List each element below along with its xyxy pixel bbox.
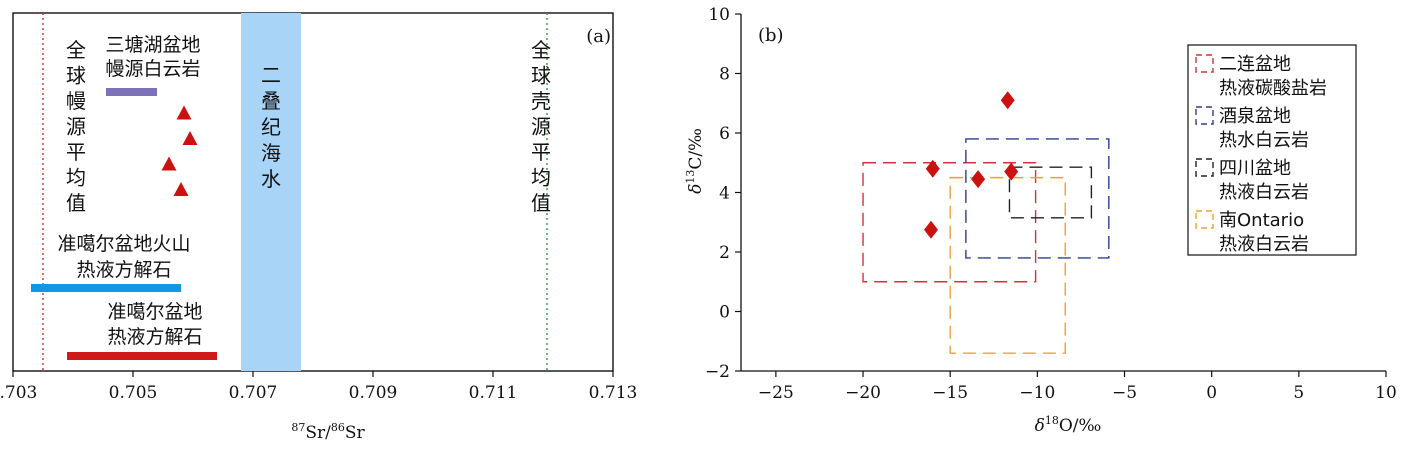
legend-label-line2: 热水白云岩 — [1219, 130, 1309, 151]
panel-a-frame — [12, 12, 614, 372]
range-bar — [31, 284, 181, 292]
diamond-point — [1000, 91, 1015, 110]
legend-swatch — [1195, 210, 1214, 229]
seawater-label-char: 叠 — [261, 89, 281, 113]
y-tick-label-b: 4 — [719, 184, 730, 204]
range-bar — [106, 88, 157, 96]
x-tick-label-a: 0.707 — [229, 383, 278, 403]
diamond-point — [1004, 162, 1019, 181]
y-tick-label-b: 8 — [719, 65, 730, 85]
panel-b-label: (b) — [758, 25, 784, 46]
x-tick-label-a: 0.713 — [589, 383, 638, 403]
y-tick-label-b: 10 — [708, 5, 730, 25]
crust-label-char: 全 — [531, 38, 551, 62]
seawater-band-rect — [241, 13, 301, 371]
x-tick-label-a: 0.703 — [0, 383, 37, 403]
crust-label-char: 源 — [531, 115, 551, 139]
fields — [862, 138, 1110, 354]
range-label-line1: 三塘湖盆地 — [105, 34, 200, 56]
seawater-label-char: 水 — [261, 167, 281, 191]
x-tick-label-a: 0.711 — [469, 383, 518, 403]
legend-label-line2: 热液碳酸盐岩 — [1219, 78, 1327, 99]
legend-label-line2: 热液白云岩 — [1219, 182, 1309, 203]
mantle-label-char: 球 — [66, 64, 86, 88]
mantle-label-char: 值 — [66, 191, 86, 215]
range-bar — [67, 352, 217, 360]
seawater-label-char: 海 — [261, 141, 281, 165]
crust-label-char: 球 — [531, 64, 551, 88]
mantle-label-char: 幔 — [66, 89, 86, 113]
field-rect — [1008, 166, 1093, 219]
x-tick-label-b: −5 — [1112, 383, 1137, 403]
x-tick-label-b: −20 — [845, 383, 881, 403]
legend-box — [1187, 44, 1357, 256]
field-rect — [862, 162, 1037, 283]
x-tick-label-b: 5 — [1293, 383, 1304, 403]
y-tick-label-b: 2 — [719, 243, 730, 263]
seawater-label-char: 纪 — [261, 115, 281, 139]
legend-swatch — [1195, 54, 1214, 73]
crust-label-char: 平 — [531, 140, 551, 164]
crust-label-char: 均 — [531, 166, 551, 190]
crust-label-char: 壳 — [531, 89, 551, 113]
crust-label-char: 值 — [531, 191, 551, 215]
mantle-label-char: 平 — [66, 140, 86, 164]
y-tick-label-b: 6 — [719, 124, 730, 144]
y-tick-label-b: 0 — [719, 303, 730, 323]
legend-label-line2: 热液白云岩 — [1219, 234, 1309, 255]
x-tick-label-b: −10 — [1019, 383, 1055, 403]
legend-swatch — [1195, 158, 1214, 177]
triangle-point — [161, 156, 177, 171]
field-rect — [965, 138, 1110, 259]
legend: 二连盆地热液碳酸盐岩酒泉盆地热水白云岩四川盆地热液白云岩南Ontario热液白云… — [1195, 54, 1327, 255]
triangle-point — [176, 105, 192, 120]
range-label-line1: 准噶尔盆地火山 — [57, 233, 190, 255]
legend-label-line1: 二连盆地 — [1219, 54, 1291, 75]
legend-label-line1: 四川盆地 — [1219, 158, 1291, 179]
diamond-point — [971, 170, 986, 189]
x-axis-title-a: 87Sr/86Sr — [291, 421, 365, 443]
triangle-point — [182, 131, 198, 145]
panel-a-label: (a) — [586, 26, 611, 47]
mantle-label-char: 源 — [66, 115, 86, 139]
legend-swatch — [1195, 106, 1214, 125]
mantle-label-char: 全 — [66, 38, 86, 62]
y-tick-label-b: −2 — [705, 362, 730, 382]
field-rect — [949, 176, 1066, 354]
x-tick-label-b: −15 — [932, 383, 968, 403]
range-label-line2: 热液方解石 — [107, 326, 202, 348]
x-tick-label-b: 10 — [1375, 383, 1397, 403]
y-axis-title-b: δ13C/‰ — [684, 128, 706, 194]
diamond-point — [925, 159, 940, 178]
x-tick-label-a: 0.709 — [349, 383, 398, 403]
x-axis-a: 0.703 0.705 0.707 0.709 0.711 0.713 — [0, 371, 637, 403]
diamond-point — [924, 220, 939, 239]
x-tick-label-b: 0 — [1206, 383, 1217, 403]
x-tick-label-a: 0.705 — [109, 383, 158, 403]
legend-label-line1: 酒泉盆地 — [1219, 106, 1291, 127]
range-label-line2: 热液方解石 — [76, 259, 171, 281]
mantle-label-char: 均 — [66, 166, 86, 190]
x-axis-title-b: δ18O/‰ — [1035, 414, 1102, 436]
data-points-b — [924, 91, 1019, 239]
x-tick-label-b: −25 — [758, 383, 794, 403]
legend-label-line1: 南Ontario — [1219, 210, 1304, 231]
range-label-line1: 准噶尔盆地 — [107, 301, 202, 323]
seawater-label-char: 二 — [261, 63, 281, 87]
triangle-point — [173, 182, 189, 196]
data-points-a — [161, 105, 198, 196]
range-label-line2: 幔源白云岩 — [105, 58, 200, 80]
